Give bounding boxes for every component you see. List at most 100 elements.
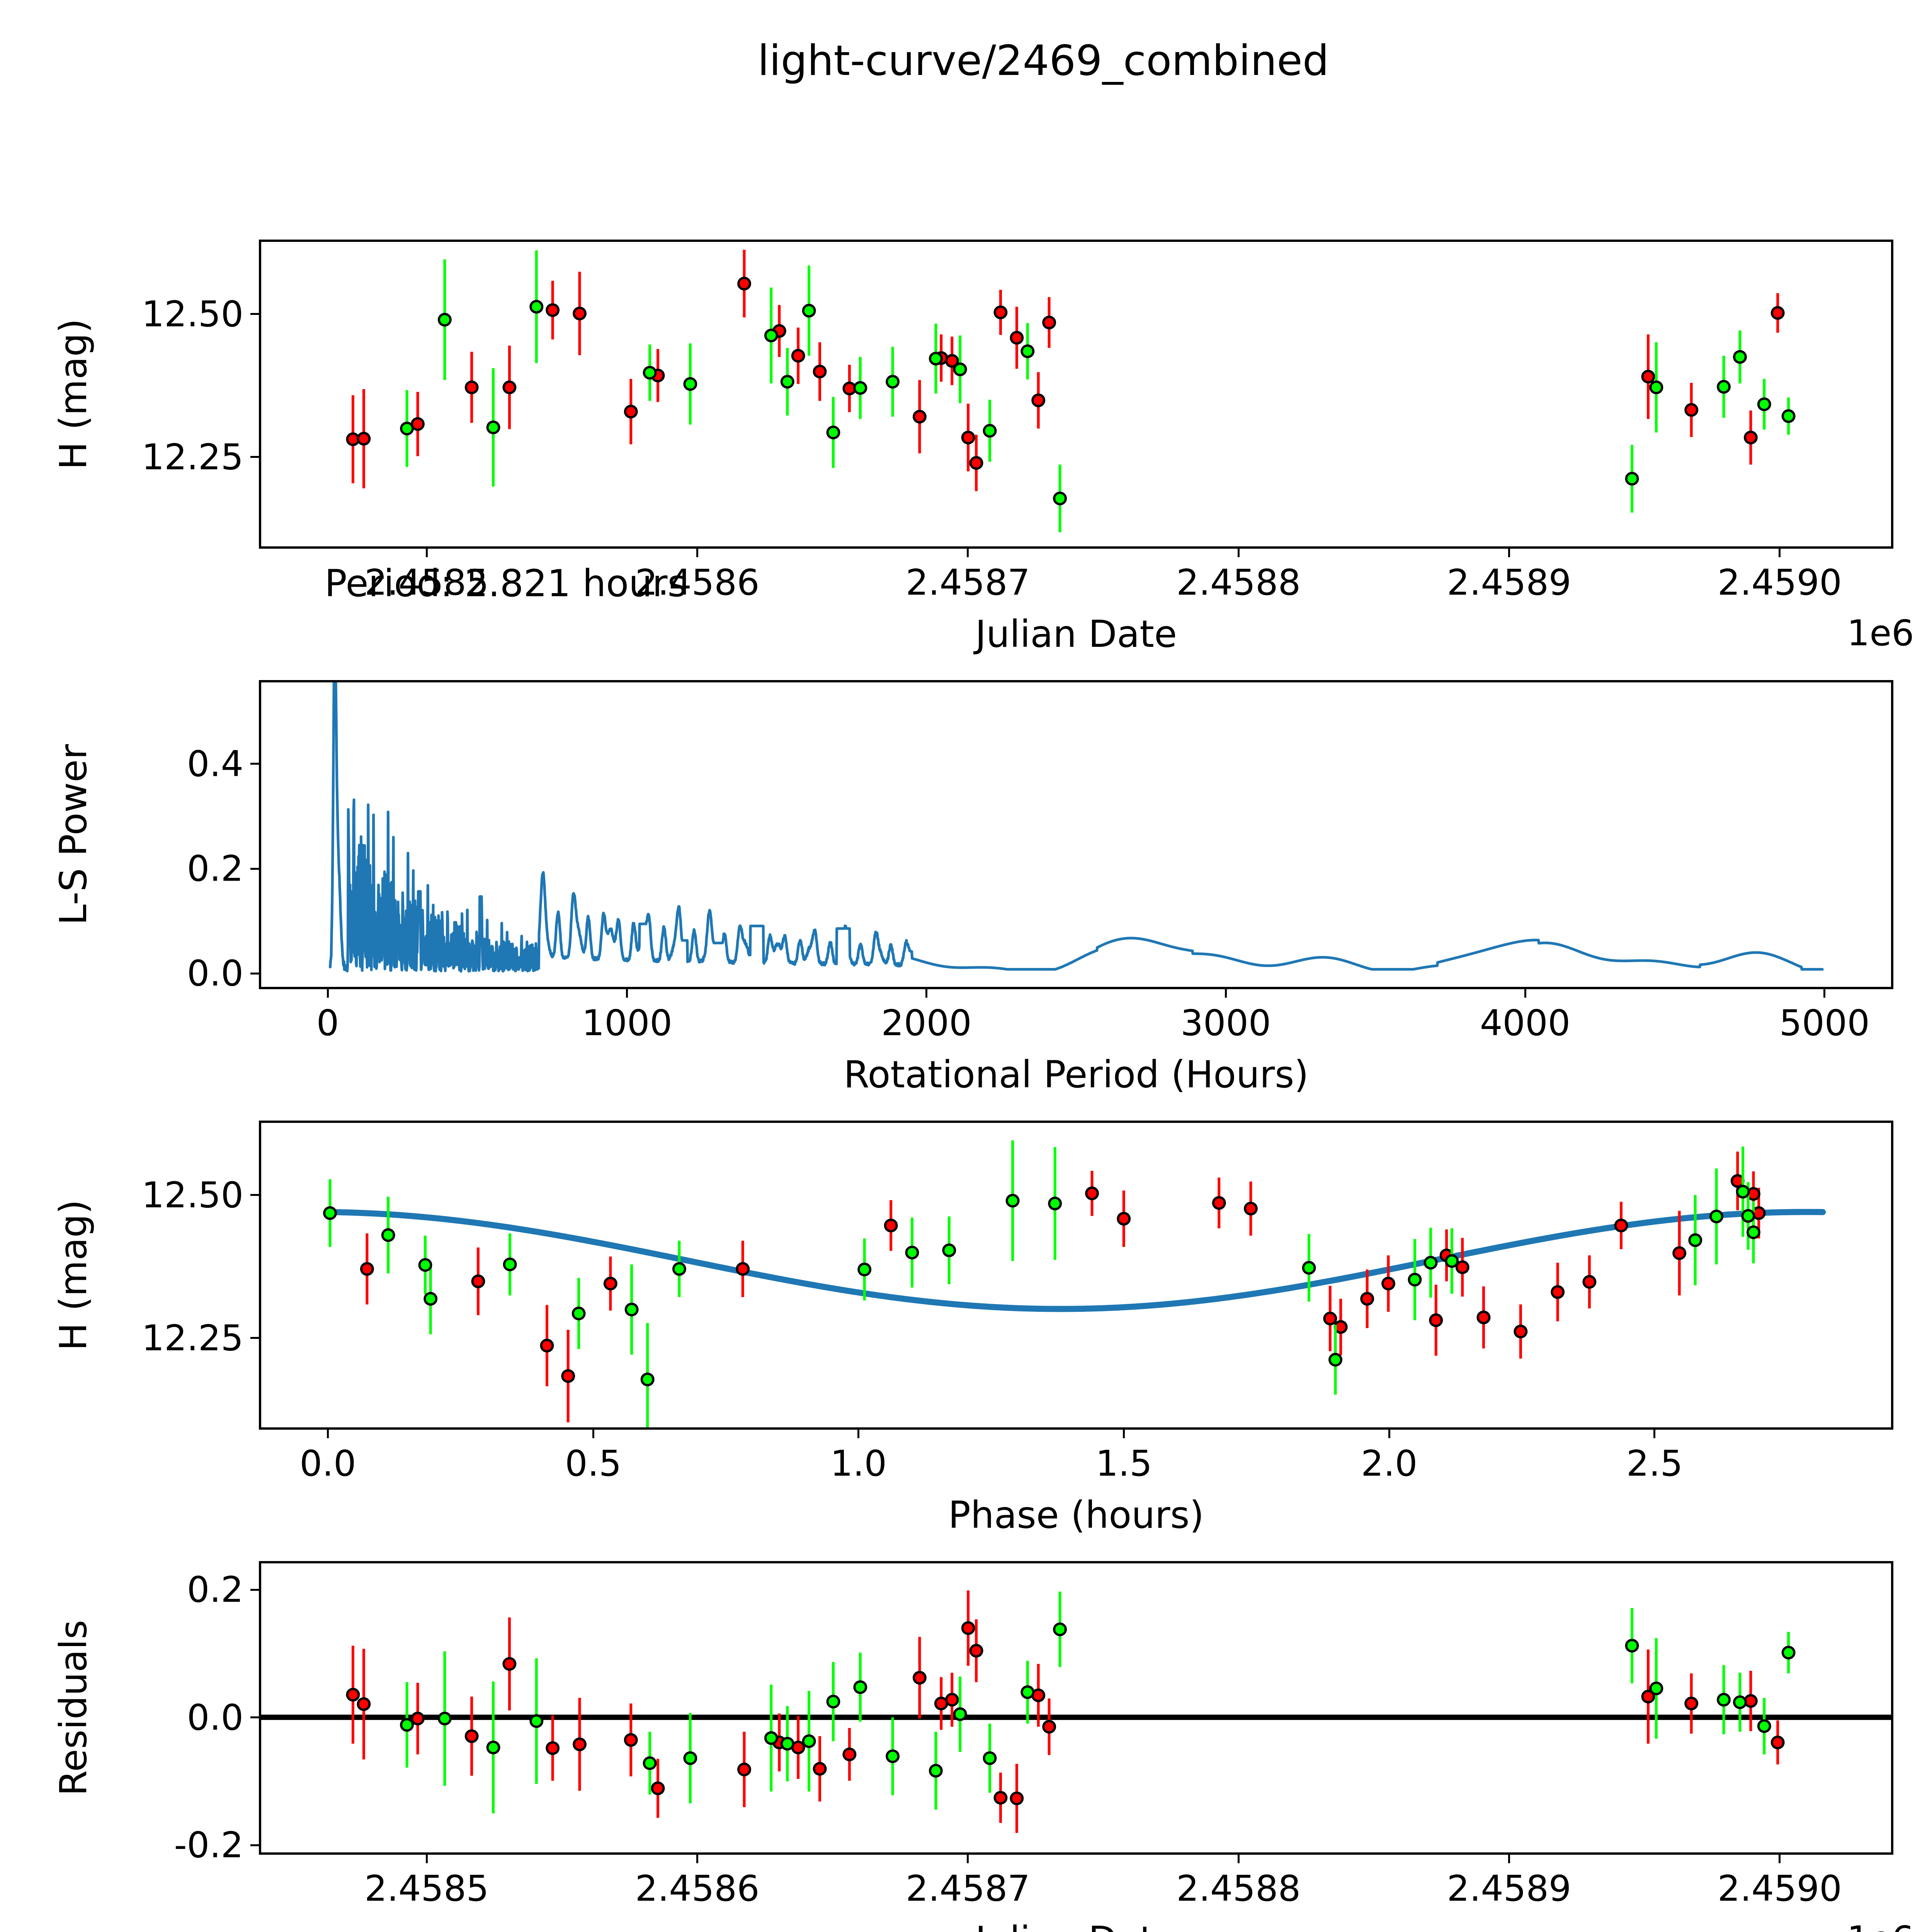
- phase-folded-plot-area: [323, 1140, 1826, 1427]
- x-tick-mark: [925, 989, 928, 998]
- y-tick-label: 0.2: [187, 848, 243, 889]
- y-tick-label: 12.25: [141, 1317, 243, 1359]
- panel-residuals: [259, 1561, 1893, 1855]
- x-tick-mark: [1524, 989, 1526, 998]
- figure-title: light-curve/2469_combined: [757, 37, 1329, 85]
- x-tick-label: 2.4585: [364, 562, 489, 603]
- x-tick-label: 2.4587: [905, 562, 1030, 603]
- x-tick-mark: [1653, 1430, 1656, 1438]
- x-tick-label: 2.4589: [1447, 562, 1571, 603]
- x-axis-offset-text: 1e6: [1847, 1918, 1914, 1932]
- y-tick-mark: [250, 313, 259, 315]
- y-tick-label: 12.50: [141, 293, 243, 335]
- y-axis-label: L-S Power: [52, 744, 95, 925]
- residuals-green-points: [400, 1592, 1796, 1814]
- phase-folded-red-points: [360, 1151, 1766, 1422]
- x-tick-label: 2.4590: [1717, 1868, 1842, 1909]
- x-tick-label: 2.4588: [1176, 562, 1301, 603]
- y-tick-label: -0.2: [174, 1824, 243, 1866]
- y-tick-mark: [250, 456, 259, 458]
- light-curve-plot-area: [346, 250, 1796, 532]
- y-tick-mark: [250, 763, 259, 765]
- panel-light-curve-axes: [259, 240, 1893, 549]
- x-tick-mark: [857, 1430, 860, 1438]
- y-tick-label: 0.0: [187, 952, 243, 994]
- x-tick-mark: [1237, 1855, 1240, 1863]
- x-tick-mark: [696, 1855, 699, 1863]
- y-tick-mark: [250, 867, 259, 870]
- x-axis-label: Julian Date: [975, 1918, 1177, 1932]
- x-axis-offset-text: 1e6: [1847, 612, 1914, 654]
- y-axis-label: H (mag): [52, 318, 95, 470]
- y-tick-label: 12.25: [141, 436, 243, 478]
- x-tick-label: 2.4590: [1717, 562, 1842, 603]
- panel-residuals-axes: [259, 1561, 1893, 1855]
- y-axis-label: Residuals: [52, 1620, 95, 1796]
- y-tick-mark: [250, 1194, 259, 1196]
- y-tick-label: 0.4: [187, 743, 243, 785]
- x-tick-mark: [1508, 549, 1510, 557]
- x-tick-mark: [1225, 989, 1227, 998]
- light-curve-red-points: [346, 250, 1785, 491]
- phase-folded-green-points: [323, 1140, 1760, 1427]
- y-tick-mark: [250, 1844, 259, 1846]
- y-tick-mark: [250, 1337, 259, 1339]
- y-tick-label: 0.2: [187, 1569, 243, 1611]
- y-tick-mark: [250, 1716, 259, 1719]
- x-tick-mark: [1508, 1855, 1510, 1863]
- x-tick-mark: [1779, 1855, 1781, 1863]
- x-axis-label: Julian Date: [975, 612, 1177, 656]
- x-tick-mark: [327, 989, 329, 998]
- sinusoid-fit-line: [327, 1209, 1826, 1312]
- x-tick-label: 0.0: [299, 1443, 356, 1484]
- x-tick-label: 2.4589: [1447, 1868, 1571, 1909]
- y-tick-label: 12.50: [141, 1174, 243, 1216]
- x-tick-mark: [425, 549, 428, 557]
- y-axis-label: H (mag): [52, 1199, 95, 1351]
- x-tick-label: 2000: [881, 1002, 972, 1044]
- residuals-red-points: [346, 1590, 1785, 1833]
- x-tick-mark: [696, 549, 699, 557]
- panel-light-curve: [259, 240, 1893, 549]
- x-tick-label: 2.4586: [635, 562, 760, 603]
- panel-phase-folded-axes: [259, 1121, 1893, 1430]
- period-annotation: Period: 2.821 hours: [325, 562, 687, 605]
- x-tick-label: 1.5: [1095, 1443, 1152, 1484]
- x-tick-mark: [1388, 1430, 1390, 1438]
- x-tick-mark: [425, 1855, 428, 1863]
- panel-periodogram-axes: [259, 680, 1893, 989]
- panel-periodogram: [259, 680, 1893, 989]
- x-tick-label: 2.4585: [364, 1868, 489, 1909]
- x-axis-label: Phase (hours): [948, 1493, 1204, 1537]
- x-tick-label: 1.0: [830, 1443, 887, 1484]
- x-tick-label: 1000: [582, 1002, 672, 1044]
- x-tick-label: 3000: [1180, 1002, 1271, 1044]
- x-tick-mark: [967, 1855, 969, 1863]
- x-tick-mark: [1779, 549, 1781, 557]
- x-tick-label: 2.4587: [905, 1868, 1030, 1909]
- x-tick-mark: [1123, 1430, 1125, 1438]
- x-tick-mark: [626, 989, 628, 998]
- x-tick-label: 2.5: [1626, 1443, 1683, 1484]
- x-tick-mark: [967, 549, 969, 557]
- x-tick-label: 0.5: [565, 1443, 622, 1484]
- y-tick-mark: [250, 972, 259, 975]
- y-tick-label: 0.0: [187, 1697, 243, 1738]
- x-tick-label: 4000: [1480, 1002, 1571, 1044]
- x-tick-label: 0: [316, 1002, 339, 1044]
- x-tick-mark: [1237, 549, 1240, 557]
- periodogram-line: [329, 682, 1824, 973]
- x-tick-label: 5000: [1779, 1002, 1870, 1044]
- x-tick-mark: [592, 1430, 594, 1438]
- y-tick-mark: [250, 1588, 259, 1591]
- residuals-plot-area: [261, 1590, 1891, 1833]
- x-tick-mark: [327, 1430, 329, 1438]
- panel-phase-folded: [259, 1121, 1893, 1430]
- x-tick-label: 2.4588: [1176, 1868, 1301, 1909]
- x-tick-label: 2.4586: [635, 1868, 760, 1909]
- periodogram-plot-area: [329, 682, 1824, 973]
- x-tick-mark: [1823, 989, 1826, 998]
- x-axis-label: Rotational Period (Hours): [844, 1053, 1309, 1096]
- light-curve-green-points: [400, 250, 1796, 532]
